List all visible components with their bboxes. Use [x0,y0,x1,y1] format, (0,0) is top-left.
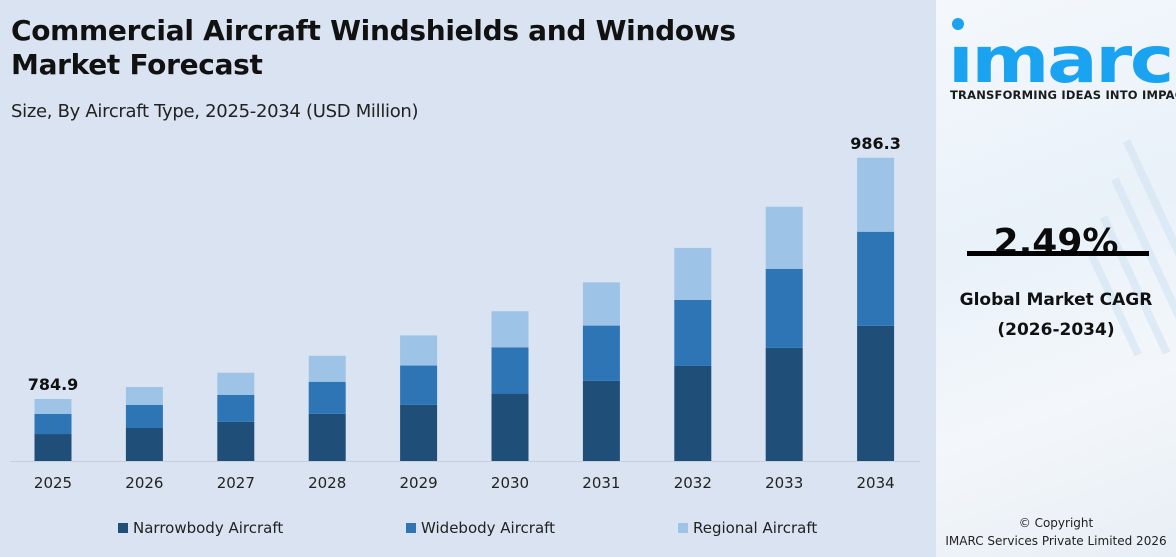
bar-narrowbody-aircraft-2034 [857,325,895,461]
data-label-2025: 784.9 [28,375,79,394]
x-tick-label-2031: 2031 [582,474,620,492]
legend-item-regional-aircraft: Regional Aircraft [678,519,817,537]
bar-regional-aircraft-2034 [857,157,895,232]
bar-narrowbody-aircraft-2033 [765,347,803,461]
bar-widebody-aircraft-2025 [34,414,72,435]
cagr-value: 2.49% [993,222,1119,263]
bar-widebody-aircraft-2027 [217,394,255,422]
bar-regional-aircraft-2033 [765,206,803,269]
chart-panel: Commercial Aircraft Windshields and Wind… [0,14,936,539]
bar-narrowbody-aircraft-2031 [582,380,620,461]
bar-narrowbody-aircraft-2032 [674,365,712,461]
tagline: TRANSFORMING IDEAS INTO IMPACT [950,88,1176,102]
title-line-1: Commercial Aircraft Windshields and Wind… [11,14,736,47]
bar-narrowbody-aircraft-2026 [125,428,163,461]
cagr-label-text: Global Market CAGR [959,290,1153,310]
copyright-text: © Copyright [1018,516,1094,530]
x-tick-label-2029: 2029 [400,474,438,492]
legend: Narrowbody Aircraft Widebody Aircraft Regi… [0,519,936,539]
x-tick-label-2030: 2030 [491,474,529,492]
x-tick-label-2028: 2028 [308,474,346,492]
x-tick-label-2026: 2026 [125,474,163,492]
title-line-2: Market Forecast [11,48,263,81]
copyright: © Copyright IMARC Services Private Limit… [936,514,1176,550]
sidebar-panel: ımarc TRANSFORMING IDEAS INTO IMPACT 2.4… [936,0,1176,557]
bar-regional-aircraft-2029 [400,335,438,366]
bar-narrowbody-aircraft-2030 [491,393,529,461]
bar-regional-aircraft-2025 [34,399,72,415]
chart-subtitle: Size, By Aircraft Type, 2025-2034 (USD M… [11,101,419,122]
bar-widebody-aircraft-2029 [400,365,438,405]
legend-item-narrowbody-aircraft: Narrowbody Aircraft [118,519,283,537]
bar-narrowbody-aircraft-2025 [34,434,72,461]
legend-label: Widebody Aircraft [421,519,556,537]
x-tick-label-2032: 2032 [674,474,712,492]
stacked-bar-chart: 2025 784.9 2026 2027 2028 2029 2030 2031 2032 203… [10,134,920,492]
chart-title: Commercial Aircraft Windshields and Wind… [11,14,736,82]
legend-item-widebody-aircraft: Widebody Aircraft [406,519,555,537]
legend-label: Narrowbody Aircraft [133,519,284,537]
bar-regional-aircraft-2027 [217,372,255,395]
company-name: IMARC Services Private Limited 2026 [945,534,1167,548]
svg-text:ımarc: ımarc [948,24,1172,88]
cagr-period: (2026-2034) [997,320,1115,340]
bar-widebody-aircraft-2026 [125,404,163,429]
bar-widebody-aircraft-2028 [308,381,346,414]
cagr-label: Global Market CAGR (2026-2034) [936,285,1176,345]
x-tick-label-2033: 2033 [765,474,803,492]
bar-widebody-aircraft-2031 [582,325,620,381]
bar-widebody-aircraft-2030 [491,347,529,394]
data-label-2034: 986.3 [850,134,901,153]
cagr-divider [967,251,1149,256]
bar-regional-aircraft-2028 [308,355,346,382]
bar-regional-aircraft-2032 [674,247,712,300]
bar-widebody-aircraft-2033 [765,268,803,348]
x-tick-label-2027: 2027 [217,474,255,492]
x-tick-label-2034: 2034 [857,474,895,492]
bar-widebody-aircraft-2032 [674,299,712,366]
x-tick-label-2025: 2025 [34,474,72,492]
bar-regional-aircraft-2026 [125,387,163,405]
legend-swatch [118,523,128,533]
bar-widebody-aircraft-2034 [857,231,895,326]
bar-regional-aircraft-2030 [491,311,529,348]
bar-regional-aircraft-2031 [582,282,620,326]
bar-narrowbody-aircraft-2028 [308,413,346,461]
bar-narrowbody-aircraft-2027 [217,421,255,461]
legend-label: Regional Aircraft [693,519,818,537]
legend-swatch [406,523,416,533]
imarc-logo: ımarc [948,18,1174,88]
bar-narrowbody-aircraft-2029 [400,404,438,461]
legend-swatch [678,523,688,533]
